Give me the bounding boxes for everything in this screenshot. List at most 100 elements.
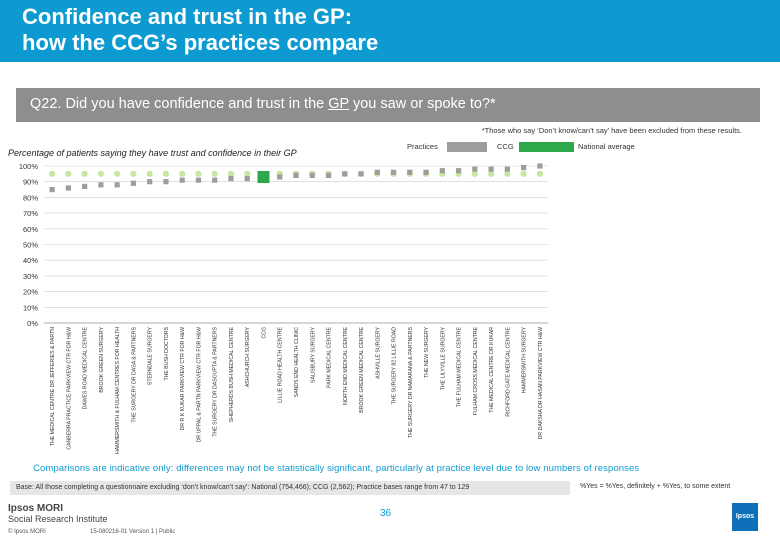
y-tick-label: 100% <box>19 162 39 171</box>
x-tick-label: BROOK GREEN MEDICAL CENTRE <box>359 326 365 412</box>
copyright: © Ipsos MORI <box>8 529 46 535</box>
y-tick-label: 40% <box>23 256 38 265</box>
practice-marker <box>342 171 348 177</box>
practice-marker <box>114 182 120 188</box>
brand-name: Ipsos MORI Social Research Institute <box>8 503 108 525</box>
national-average-marker <box>211 170 218 177</box>
x-tick-label: THE BUSH DOCTORS <box>164 326 170 380</box>
practice-marker <box>521 164 527 171</box>
national-average-marker <box>130 170 137 177</box>
practice-marker <box>98 182 104 188</box>
practice-marker <box>65 185 71 191</box>
brand-line-1: Ipsos MORI <box>8 503 64 514</box>
ipsos-logo: Ipsos <box>732 503 758 531</box>
national-average-marker <box>81 170 88 177</box>
national-average-marker <box>504 170 511 177</box>
question-bar: Q22. Did you have confidence and trust i… <box>16 88 760 122</box>
x-tick-label: STERNDALE SURGERY <box>148 326 154 385</box>
x-tick-label: DR UPPAL & PARTN PARKVIEW CTR FOR H&W <box>196 327 202 442</box>
x-tick-label: HAMMERSMITH & FULHAM CENTRES FOR HEALTH <box>115 327 121 454</box>
x-tick-label: RICHFORD GATE MEDICAL CENTRE <box>505 326 511 416</box>
brand-line-2: Social Research Institute <box>8 514 108 524</box>
title-line-2: how the CCG’s practices compare <box>22 30 379 55</box>
y-tick-label: 20% <box>23 288 38 297</box>
national-average-marker <box>114 170 121 177</box>
x-tick-label: DAWES ROAD MEDICAL CENTRE <box>83 326 89 409</box>
x-tick-label: THE MEDICAL CENTRE DR KUKAR <box>489 327 495 413</box>
legend-practices-label: Practices <box>407 142 438 151</box>
national-average-marker <box>487 170 495 177</box>
practice-marker <box>358 171 364 177</box>
x-tick-label: THE LILYVILLE SURGERY <box>440 326 446 390</box>
x-tick-label: THE NEW SURGERY <box>424 326 430 377</box>
practice-marker <box>195 177 202 183</box>
question-text: Q22. Did you have confidence and trust i… <box>30 96 496 112</box>
practice-marker <box>407 169 413 175</box>
base-text: Base: All those completing a questionnai… <box>10 481 570 495</box>
practice-marker <box>49 186 55 193</box>
practice-marker <box>504 166 510 172</box>
practice-marker <box>163 179 169 185</box>
y-tick-label: 0% <box>27 319 38 328</box>
x-tick-label: THE FULHAM MEDICAL CENTRE <box>457 326 463 407</box>
practice-marker <box>82 183 88 190</box>
question-suffix: you saw or spoke to?* <box>348 96 496 112</box>
page-number: 36 <box>380 508 392 519</box>
x-tick-label: BROOK GREEN SURGERY <box>99 326 105 392</box>
practice-marker <box>228 175 234 182</box>
page-title: Confidence and trust in the GP: how the … <box>22 4 762 56</box>
practice-marker <box>455 168 462 174</box>
practice-marker <box>277 174 283 180</box>
national-average-marker <box>179 170 186 177</box>
scale-note: %Yes = %Yes, definitely + %Yes, to some … <box>580 483 731 490</box>
chart-area: 100% 90% 80% 70% 60% 50% 40% 30% 20% 10% 0% THE MED… <box>19 162 548 454</box>
practice-marker <box>374 169 380 175</box>
practice-marker <box>390 169 397 175</box>
national-average-marker <box>65 170 72 177</box>
national-average-marker <box>227 170 235 177</box>
x-tick-label: DR R K KUKAR PARKVIEW CTR FOR H&W <box>180 327 186 430</box>
x-tick-label: THE SURGERY DR NAMARANA & PARTNERS <box>408 326 414 437</box>
national-average-marker <box>146 170 153 177</box>
national-average-marker <box>49 170 56 177</box>
legend-practices-swatch <box>447 142 487 152</box>
practice-marker <box>244 175 250 182</box>
question-prefix: Q22. Did you have confidence and trust i… <box>30 96 329 112</box>
national-average-marker <box>244 170 251 177</box>
practice-marker <box>309 172 315 179</box>
practice-marker <box>293 172 299 179</box>
question-underlined: GP <box>328 96 349 112</box>
x-tick-label: THE SURGERY DR DASGUPTA & PARTNERS <box>213 326 219 436</box>
y-tick-label: 60% <box>23 225 38 234</box>
x-tick-label: LILLIE ROAD HEALTH CENTRE <box>278 326 284 402</box>
x-tick-label: CANBERRA PRACTICE PARKVIEW CTR FOR H&W <box>66 327 72 450</box>
practice-marker <box>130 180 137 186</box>
x-tick-label: CCG <box>261 327 267 339</box>
x-tick-label: THE MEDICAL CENTRE DR JEFFERIES & PARTN <box>50 327 56 446</box>
footnote: *Those who say ‘Don’t know/can’t say’ ha… <box>481 126 742 135</box>
national-average-marker <box>536 170 543 177</box>
x-tick-label: THE SURGERY DR DASA & PARTNERS <box>131 326 137 422</box>
y-tick-label: 50% <box>23 241 38 250</box>
practice-marker <box>212 177 218 183</box>
x-tick-label: FULHAM CROSS MEDICAL CENTRE <box>473 326 479 415</box>
y-tick-label: 90% <box>23 178 38 187</box>
x-tick-label: HAMMERSMITH SURGERY <box>522 326 528 393</box>
y-tick-label: 10% <box>23 303 38 312</box>
practice-marker <box>179 177 185 183</box>
ccg-marker <box>257 170 270 183</box>
title-line-1: Confidence and trust in the GP: <box>22 4 353 29</box>
x-tick-label: PARK MEDICAL CENTRE <box>327 326 333 387</box>
practice-marker <box>537 163 543 169</box>
version-text: 15-080216-01 Version 1 | Public <box>90 529 176 535</box>
x-tick-label: ASHCHURCH SURGERY <box>245 326 251 387</box>
national-average-marker <box>520 170 527 177</box>
legend-national-label: National average <box>578 142 635 151</box>
practice-marker <box>472 166 478 172</box>
chart-title: Percentage of patients saying they have … <box>8 148 297 158</box>
disclaimer-text: Comparisons are indicative only: differe… <box>33 463 640 474</box>
practice-marker <box>439 168 445 174</box>
x-tick-label: NORTH END MEDICAL CENTRE <box>343 326 349 404</box>
y-tick-label: 30% <box>23 272 38 281</box>
national-average-marker <box>195 170 202 177</box>
